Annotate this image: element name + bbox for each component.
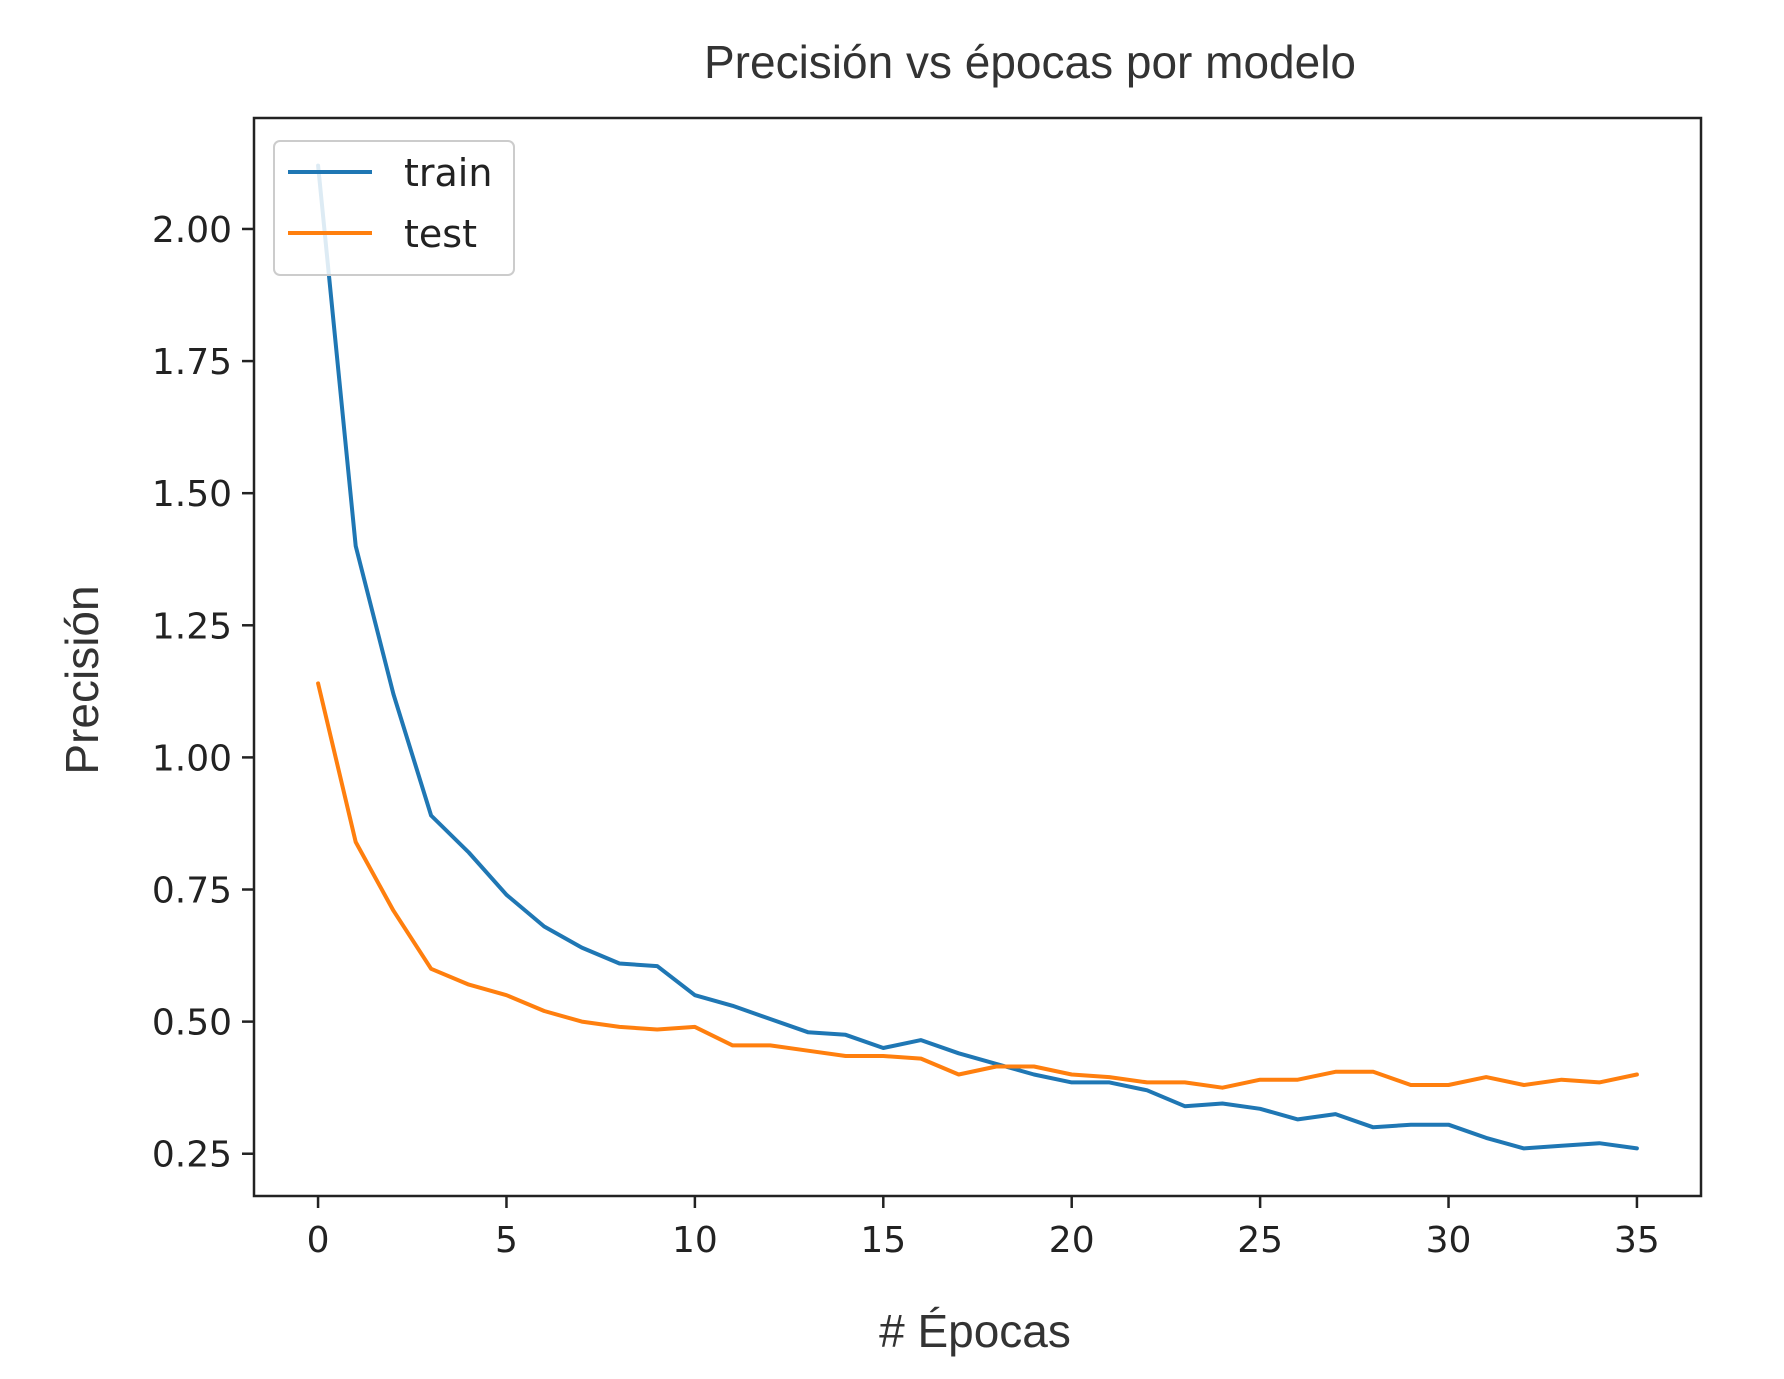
legend-label-test: test	[404, 212, 477, 256]
y-axis-ticks: 0.25 0.50 0.75 1.00 1.25 1.50 1.75 2.00	[152, 210, 254, 1176]
y-tick-label: 0.75	[152, 871, 232, 912]
x-axis-ticks: 0 5 10 15 20 25 30 35	[307, 1196, 1660, 1261]
x-tick-label: 20	[1049, 1220, 1095, 1261]
y-tick-label: 0.25	[152, 1135, 232, 1176]
y-tick-label: 1.25	[152, 606, 232, 647]
x-axis-label: # Épocas	[879, 1305, 1071, 1357]
legend-box	[273, 140, 515, 276]
x-tick-label: 10	[672, 1220, 718, 1261]
y-tick-label: 1.50	[152, 474, 232, 515]
y-tick-label: 0.50	[152, 1003, 232, 1044]
y-tick-label: 1.75	[152, 342, 232, 383]
y-tick-label: 1.00	[152, 738, 232, 779]
x-tick-label: 5	[495, 1220, 518, 1261]
plot-area	[252, 116, 1703, 1198]
series-line-test	[316, 681, 1639, 1090]
y-tick-label: 2.00	[152, 210, 232, 251]
legend: train test	[273, 140, 515, 276]
x-tick-label: 30	[1426, 1220, 1472, 1261]
x-tick-label: 35	[1614, 1220, 1660, 1261]
y-axis-label: Precisión	[56, 585, 108, 774]
x-tick-label: 15	[860, 1220, 906, 1261]
series-line-train	[316, 163, 1639, 1151]
x-tick-label: 0	[307, 1220, 330, 1261]
series-layer	[316, 163, 1639, 1151]
axes-frame	[252, 116, 1703, 1198]
chart-title: Precisión vs épocas por modelo	[704, 36, 1356, 88]
x-tick-label: 25	[1237, 1220, 1283, 1261]
legend-label-train: train	[404, 151, 492, 195]
